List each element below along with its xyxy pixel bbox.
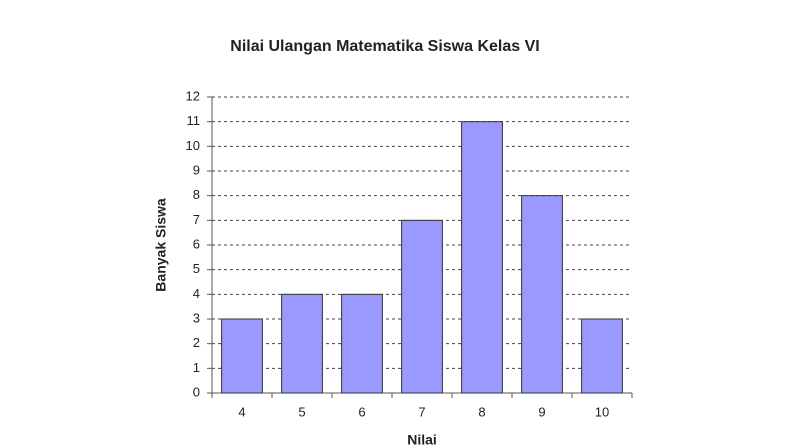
y-tick-label: 3 (193, 310, 200, 325)
x-tick-label: 10 (595, 404, 609, 419)
y-tick-label: 2 (193, 335, 200, 350)
bar (341, 293, 383, 394)
y-tick-label: 8 (193, 187, 200, 202)
y-tick-label: 11 (187, 113, 201, 128)
y-tick-label: 12 (186, 88, 200, 103)
y-tick-label: 10 (186, 138, 200, 153)
x-tick-label: 4 (238, 404, 245, 419)
x-tick-label: 7 (418, 404, 425, 419)
y-tick-label: 9 (193, 162, 200, 177)
y-axis-title: Banyak Siswa (153, 198, 169, 292)
y-tick-label: 0 (193, 384, 200, 399)
x-tick-label: 9 (538, 404, 545, 419)
bar (221, 318, 263, 394)
bar (521, 195, 563, 394)
y-tick-label: 1 (193, 360, 200, 375)
x-tick-label: 5 (298, 404, 305, 419)
bar (581, 318, 623, 394)
bar (401, 219, 443, 394)
y-tick-label: 6 (193, 236, 200, 251)
chart-title: Nilai Ulangan Matematika Siswa Kelas VI (230, 38, 539, 55)
y-tick-label: 5 (193, 261, 200, 276)
x-axis-title: Nilai (407, 432, 437, 445)
y-tick-label: 7 (193, 212, 200, 227)
x-tick-label: 6 (358, 404, 365, 419)
bar (461, 121, 503, 394)
bar (281, 293, 323, 394)
x-tick-label: 8 (478, 404, 485, 419)
y-tick-label: 4 (193, 286, 200, 301)
